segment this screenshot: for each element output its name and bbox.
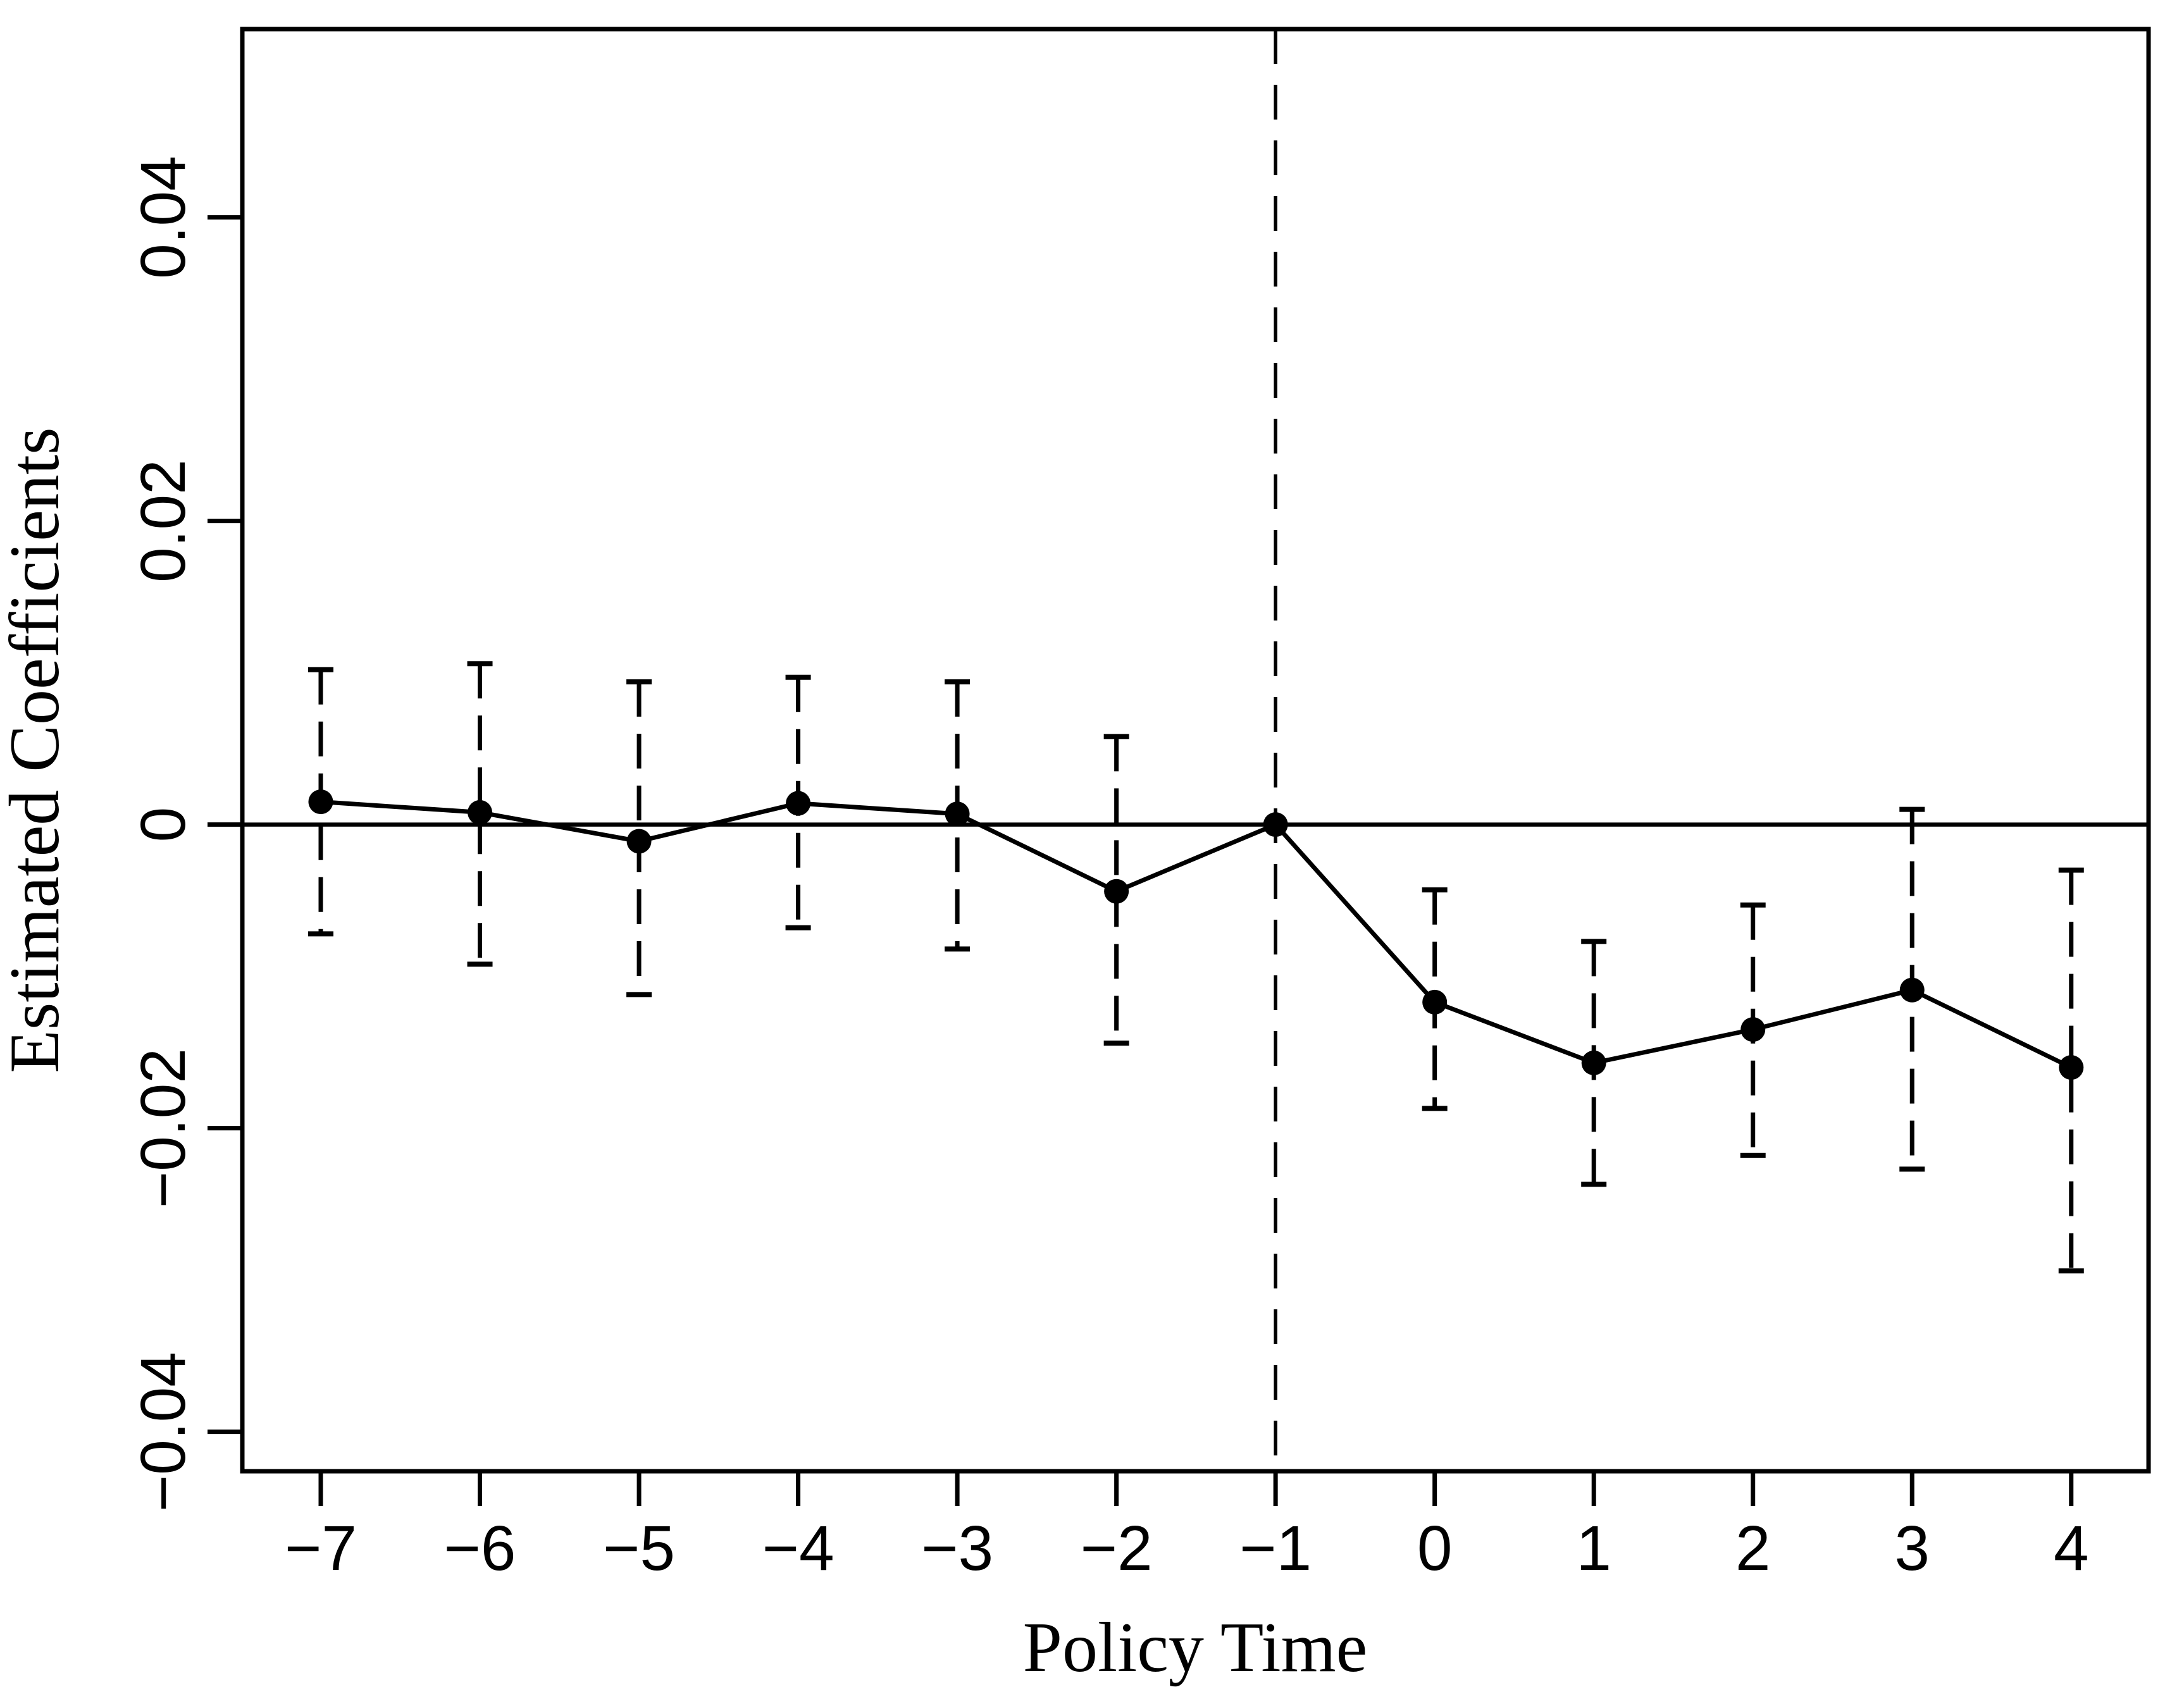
x-tick-label: 1 [1576,1513,1611,1584]
x-tick-label: −1 [1239,1513,1312,1584]
x-tick-label: −4 [762,1513,835,1584]
data-point [308,789,333,815]
x-tick-label: 2 [1735,1513,1771,1584]
x-tick-label: −7 [285,1513,357,1584]
data-point [468,800,493,825]
data-point [1899,977,1925,1003]
y-tick-label: 0.02 [128,459,199,583]
data-point [786,791,811,816]
data-point [1104,879,1129,904]
x-tick-label: −6 [444,1513,516,1584]
y-tick-label: 0.04 [128,156,199,279]
y-axis-title: Estimated Coefficients [0,427,74,1073]
x-tick-label: 3 [1894,1513,1930,1584]
x-tick-label: −3 [921,1513,993,1584]
data-point [2059,1055,2084,1080]
data-point [1581,1050,1606,1075]
data-point [626,829,652,854]
x-tick-label: 0 [1417,1513,1453,1584]
plot-frame [240,27,2151,1474]
data-point [1422,989,1448,1015]
series-line [320,800,2073,1070]
x-tick-label: −2 [1081,1513,1153,1584]
x-tick-label: 4 [2054,1513,2089,1584]
y-tick-label: −0.04 [128,1352,199,1512]
y-tick-label: 0 [128,807,199,843]
data-point [1263,812,1288,837]
data-point [1740,1017,1766,1042]
plot-layer: −7 −6 −5 −4 −3 −2 −1 0 1 2 3 4 −0.04 −0.02 0 0.02 0.04 [128,27,2151,1584]
x-axis-title: Policy Time [1023,1609,1368,1687]
x-tick-label: −5 [603,1513,675,1584]
y-tick-label: −0.02 [128,1048,199,1208]
data-point [945,801,970,827]
